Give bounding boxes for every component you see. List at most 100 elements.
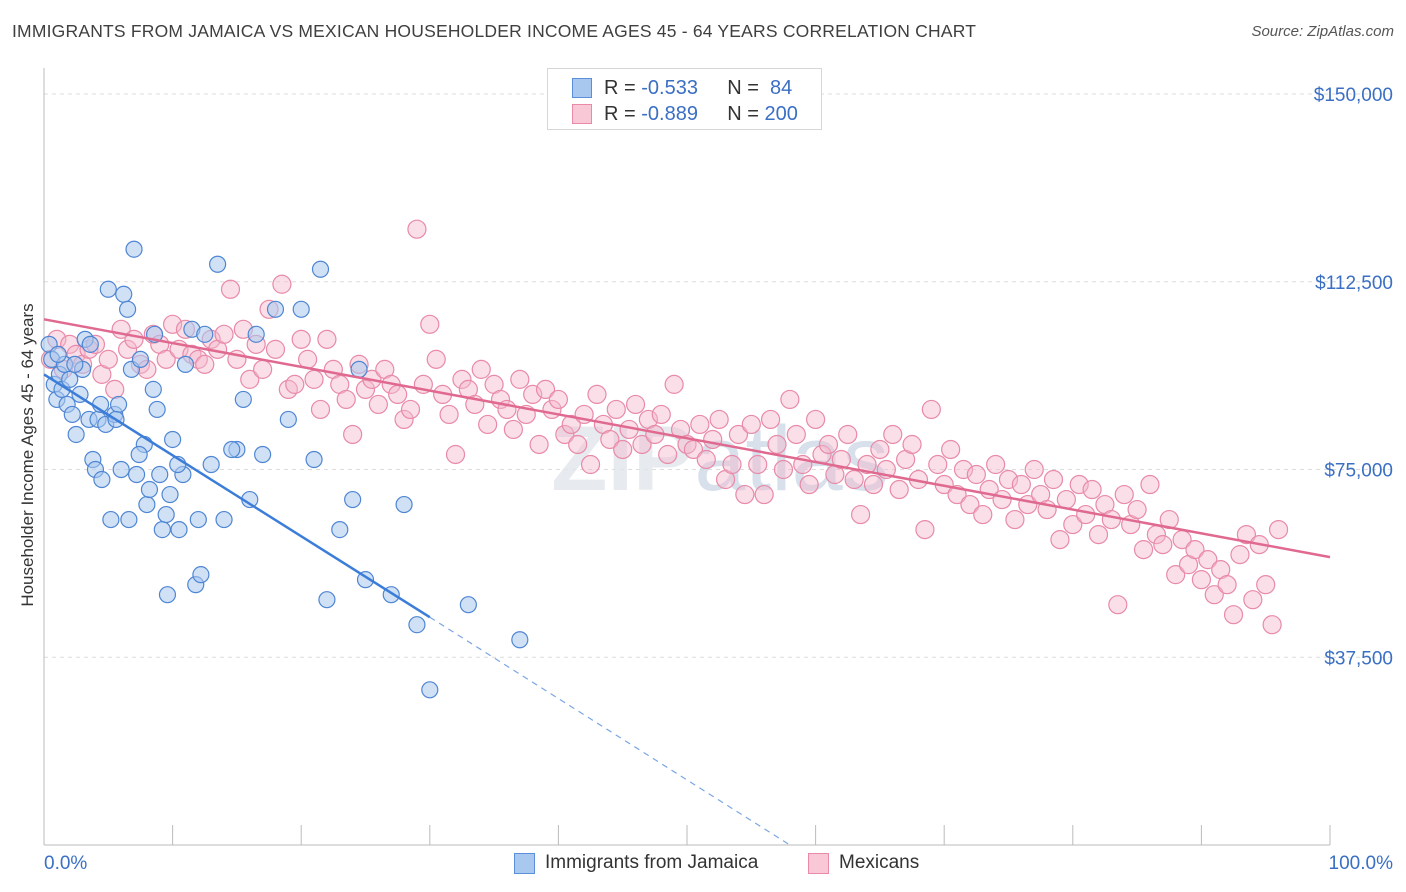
mexicans-point: [304, 369, 324, 389]
jamaica-point: [254, 445, 272, 464]
mexicans-point: [1114, 484, 1134, 505]
jamaica-point: [118, 300, 137, 318]
mexicans-point: [921, 399, 941, 420]
mexicans-point: [452, 369, 472, 389]
jamaica-point: [176, 355, 195, 373]
mexicans-point: [1268, 519, 1289, 540]
mexicans-point: [767, 434, 787, 455]
mexicans-point: [1217, 575, 1237, 595]
jamaica-point: [140, 480, 159, 499]
jamaica-points: [40, 240, 529, 699]
y-tick-label: $112,500: [1315, 273, 1393, 294]
mexicans-trend-line: [43, 318, 1331, 559]
jamaica-point: [247, 325, 265, 343]
jamaica-point: [115, 285, 133, 303]
legend-n-label: N =: [727, 102, 765, 125]
mexicans-point: [561, 414, 581, 435]
jamaica-point: [395, 495, 413, 514]
mexicans-point: [317, 329, 337, 349]
legend-r-value: -0.533: [641, 76, 698, 99]
mexicans-point: [986, 454, 1006, 475]
mexicans-point: [195, 354, 215, 374]
jamaica-point: [81, 335, 99, 353]
mexicans-point: [786, 424, 806, 445]
trend-lines: [43, 318, 1331, 846]
mexicans-point: [606, 399, 626, 420]
legend-n-label: N =: [727, 76, 765, 99]
mexicans-point: [754, 484, 774, 505]
mexicans-point: [1063, 514, 1083, 535]
jamaica-point: [49, 345, 67, 363]
mexicans-point: [1256, 575, 1276, 595]
mexicans-point: [510, 369, 530, 389]
mexicans-point: [889, 479, 909, 500]
jamaica-point: [112, 460, 130, 479]
mexicans-point: [220, 279, 241, 299]
jamaica-point: [148, 400, 166, 419]
mexicans-point: [883, 424, 903, 445]
mexicans-point: [548, 389, 569, 410]
jamaica-point: [99, 280, 117, 298]
mexicans-point: [355, 379, 376, 400]
mexicans-point: [388, 384, 408, 405]
correlation-legend: R = -0.533 N = 84 R = -0.889 N = 200: [547, 68, 822, 130]
jamaica-point: [311, 260, 330, 278]
mexicans-point: [278, 379, 298, 400]
bottom-legend-swatch-pink: [808, 852, 829, 874]
bottom-legend-label: Mexicans: [839, 852, 920, 873]
mexicans-point: [735, 484, 755, 505]
mexicans-point: [805, 409, 826, 430]
mexicans-point: [870, 439, 890, 460]
mexicans-point: [310, 399, 331, 420]
mexicans-point: [555, 424, 575, 445]
jamaica-point: [234, 390, 252, 409]
jamaica-point: [130, 445, 148, 464]
mexicans-point: [105, 379, 125, 400]
mexicans-point: [568, 434, 588, 455]
mexicans-point: [728, 424, 749, 445]
legend-swatch-pink: [572, 104, 592, 124]
jamaica-point: [192, 566, 210, 584]
jamaica-point: [109, 395, 128, 414]
jamaica-point: [196, 325, 214, 343]
mexicans-point: [1236, 524, 1257, 545]
mexicans-point: [773, 459, 794, 480]
jamaica-point: [223, 440, 241, 459]
mexicans-point: [156, 349, 176, 369]
mexicans-point: [1024, 459, 1044, 480]
mexicans-point: [722, 454, 742, 475]
mexicans-point: [1069, 474, 1089, 495]
mexicans-point: [709, 409, 729, 430]
mexicans-point: [760, 409, 781, 430]
mexicans-point: [863, 474, 884, 495]
jamaica-point: [125, 240, 143, 258]
jamaica-point: [350, 360, 368, 378]
mexicans-point: [690, 414, 710, 435]
mexicans-point: [1127, 499, 1147, 520]
mexicans-point: [1043, 469, 1064, 490]
legend-row-mexicans: R = -0.889 N = 200: [572, 103, 798, 125]
mexicans-point: [117, 339, 138, 359]
jamaica-point: [170, 520, 188, 539]
mexicans-point: [1140, 474, 1160, 495]
mexicans-point: [960, 494, 980, 515]
mexicans-point: [632, 434, 652, 455]
mexicans-point: [857, 454, 877, 475]
mexicans-point: [1166, 565, 1186, 585]
mexicans-point: [253, 359, 273, 379]
mexicans-point: [1076, 504, 1096, 525]
mexicans-point: [1198, 550, 1218, 570]
mexicans-point: [272, 274, 292, 294]
mexicans-point: [1262, 615, 1282, 635]
mexicans-point: [664, 374, 684, 394]
y-tick-label: $150,000: [1314, 85, 1393, 106]
mexicans-point: [1153, 535, 1173, 555]
mexicans-point: [600, 429, 620, 450]
jamaica-point: [292, 300, 310, 318]
mexicans-point: [1050, 530, 1070, 550]
mexicans-point: [902, 434, 922, 455]
mexicans-point: [1204, 585, 1224, 605]
jamaica-point: [209, 255, 227, 273]
mexicans-point: [1191, 570, 1212, 590]
mexicans-point: [503, 419, 523, 440]
